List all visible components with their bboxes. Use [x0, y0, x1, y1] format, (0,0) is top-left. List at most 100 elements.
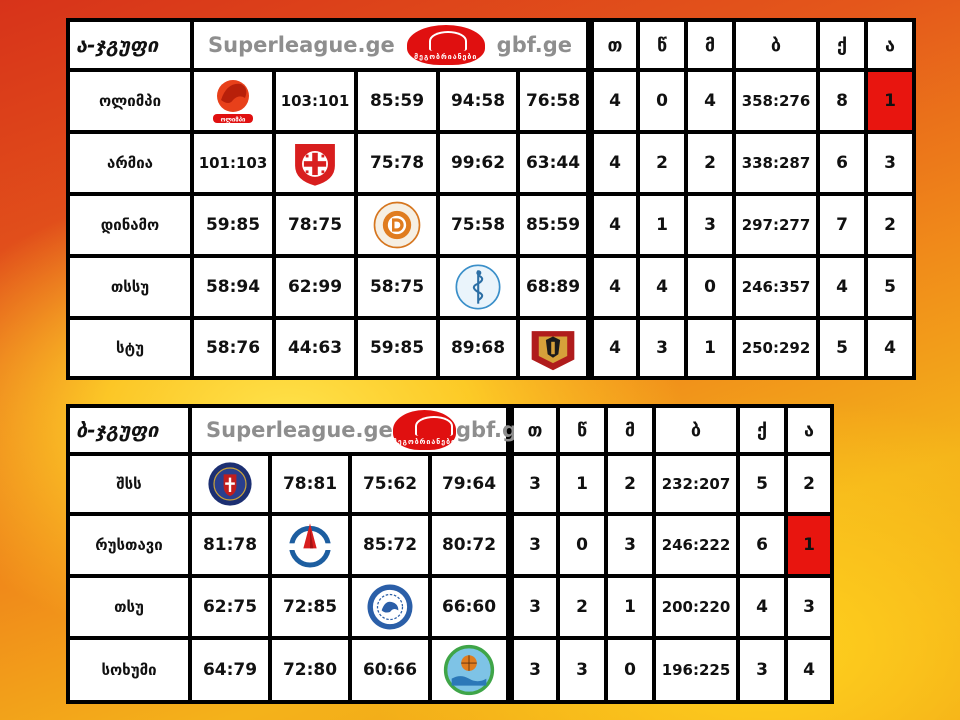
- points-cell: 6: [820, 134, 864, 192]
- score-cell: 68:89: [520, 258, 586, 316]
- score-cell: 72:80: [272, 640, 348, 700]
- banner-left-text: Superleague.ge: [206, 418, 393, 442]
- games-played-cell: 3: [514, 456, 556, 512]
- score-cell: 85:59: [520, 196, 586, 254]
- league-logo-text: მეგობრიანები: [392, 438, 456, 446]
- score-cell: 85:72: [352, 516, 428, 574]
- svg-text:ოლიმპი: ოლიმპი: [221, 117, 246, 124]
- team-name: თსუ: [70, 578, 188, 636]
- losses-cell: 4: [640, 258, 684, 316]
- column-header: ა: [868, 22, 912, 68]
- group-title: ბ-ჯგუფი: [70, 408, 188, 452]
- score-cell: 44:63: [276, 320, 354, 376]
- wins-cell: 2: [608, 456, 652, 512]
- points-diff-cell: 358:276: [736, 72, 816, 130]
- sokhumi-logo-icon: [443, 644, 495, 696]
- league-logo: მეგობრიანები: [406, 25, 485, 65]
- score-cell: 64:79: [192, 640, 268, 700]
- team-logo: [440, 258, 516, 316]
- group-b-table: ბ-ჯგუფი Superleague.ge მეგობრიანები gbf.ge თ…: [66, 404, 834, 704]
- column-header: ა: [788, 408, 830, 452]
- score-cell: 58:76: [194, 320, 272, 376]
- score-cell: 63:44: [520, 134, 586, 192]
- games-played-cell: 3: [514, 640, 556, 700]
- group-a-table: ა-ჯგუფი Superleague.ge მეგობრიანები gbf.ge თ…: [66, 18, 916, 380]
- score-cell: 62:99: [276, 258, 354, 316]
- losses-cell: 3: [640, 320, 684, 376]
- place-cell: 5: [868, 258, 912, 316]
- score-cell: 59:85: [194, 196, 272, 254]
- place-cell: 4: [868, 320, 912, 376]
- score-cell: 81:78: [192, 516, 268, 574]
- place-cell: 1: [788, 516, 830, 574]
- points-cell: 6: [740, 516, 784, 574]
- wins-cell: 1: [608, 578, 652, 636]
- armia-logo-icon: [294, 143, 336, 187]
- losses-cell: 2: [560, 578, 604, 636]
- column-header: თ: [514, 408, 556, 452]
- score-cell: 85:59: [358, 72, 436, 130]
- score-cell: 75:58: [440, 196, 516, 254]
- banner-right-text: gbf.ge: [496, 33, 572, 57]
- wins-cell: 3: [688, 196, 732, 254]
- team-name: ოლიმპი: [70, 72, 190, 130]
- team-name: თსსუ: [70, 258, 190, 316]
- score-cell: 89:68: [440, 320, 516, 376]
- banner-left-text: Superleague.ge: [208, 33, 395, 57]
- games-played-cell: 4: [594, 258, 636, 316]
- wins-cell: 2: [688, 134, 732, 192]
- games-played-cell: 4: [594, 196, 636, 254]
- games-played-cell: 3: [514, 516, 556, 574]
- losses-cell: 1: [560, 456, 604, 512]
- column-header: წ: [640, 22, 684, 68]
- column-header: თ: [594, 22, 636, 68]
- place-cell: 2: [868, 196, 912, 254]
- score-cell: 101:103: [194, 134, 272, 192]
- points-diff-cell: 338:287: [736, 134, 816, 192]
- points-cell: 5: [820, 320, 864, 376]
- score-cell: 58:94: [194, 258, 272, 316]
- score-cell: 72:85: [272, 578, 348, 636]
- score-cell: 79:64: [432, 456, 506, 512]
- points-diff-cell: 250:292: [736, 320, 816, 376]
- column-header: წ: [560, 408, 604, 452]
- rustavi-logo-icon: [288, 523, 332, 568]
- site-banner: Superleague.ge მეგობრიანები gbf.ge: [194, 22, 586, 68]
- points-cell: 4: [820, 258, 864, 316]
- games-played-cell: 3: [514, 578, 556, 636]
- losses-cell: 0: [560, 516, 604, 574]
- points-cell: 8: [820, 72, 864, 130]
- wins-cell: 3: [608, 516, 652, 574]
- losses-cell: 2: [640, 134, 684, 192]
- losses-cell: 0: [640, 72, 684, 130]
- place-cell: 1: [868, 72, 912, 130]
- points-diff-cell: 297:277: [736, 196, 816, 254]
- column-header: მ: [608, 408, 652, 452]
- column-header: ბ: [736, 22, 816, 68]
- column-header: ქ: [820, 22, 864, 68]
- place-cell: 3: [868, 134, 912, 192]
- wins-cell: 1: [688, 320, 732, 376]
- team-logo: [358, 196, 436, 254]
- score-cell: 60:66: [352, 640, 428, 700]
- place-cell: 4: [788, 640, 830, 700]
- league-logo-text: მეგობრიანები: [414, 53, 478, 61]
- tssu-logo-icon: [455, 264, 501, 310]
- wins-cell: 0: [608, 640, 652, 700]
- points-diff-cell: 200:220: [656, 578, 736, 636]
- score-cell: 75:78: [358, 134, 436, 192]
- column-header: მ: [688, 22, 732, 68]
- team-logo: [520, 320, 586, 376]
- score-cell: 78:75: [276, 196, 354, 254]
- points-cell: 7: [820, 196, 864, 254]
- points-diff-cell: 196:225: [656, 640, 736, 700]
- place-cell: 3: [788, 578, 830, 636]
- stu-logo-icon: [531, 331, 575, 371]
- score-cell: 66:60: [432, 578, 506, 636]
- shss-logo-icon: [208, 462, 252, 506]
- team-name: შსს: [70, 456, 188, 512]
- tsu-logo-icon: [367, 584, 413, 630]
- score-cell: 76:58: [520, 72, 586, 130]
- points-diff-cell: 246:222: [656, 516, 736, 574]
- dinamo-logo-icon: [373, 201, 421, 249]
